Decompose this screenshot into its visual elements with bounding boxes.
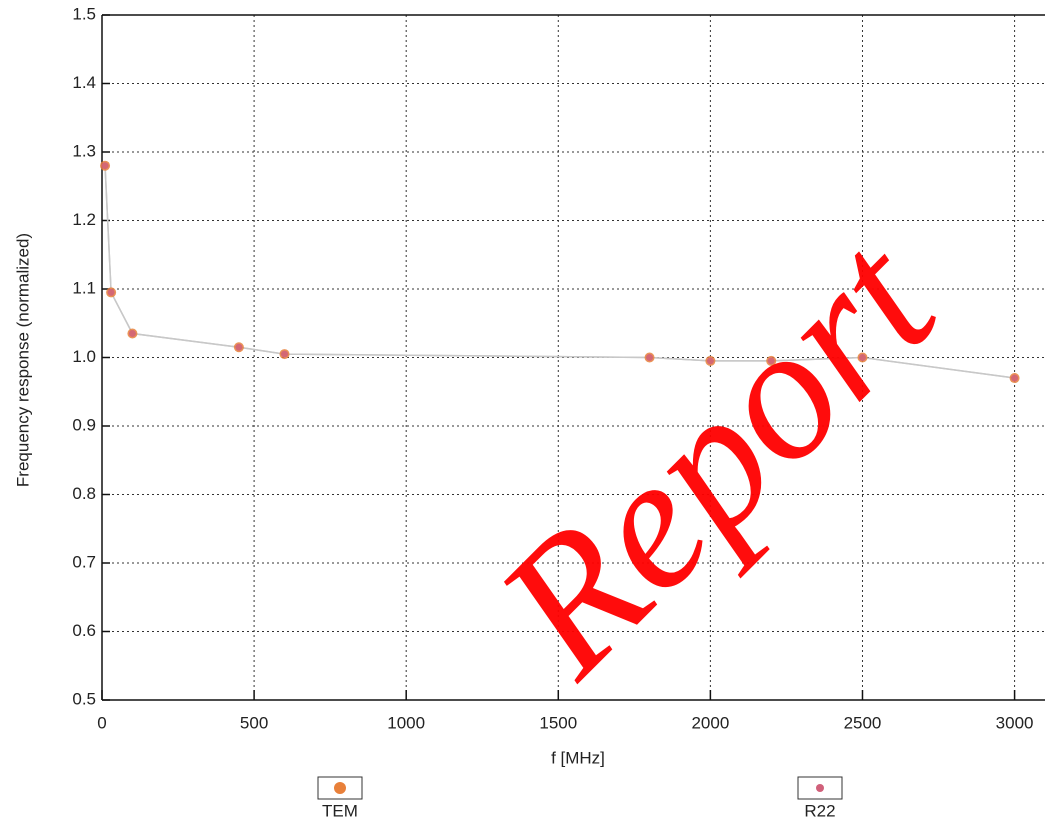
legend-label: R22 — [804, 801, 835, 820]
y-tick-label: 0.7 — [72, 552, 96, 571]
x-tick-label: 3000 — [996, 713, 1034, 732]
data-point — [706, 357, 714, 365]
data-point — [858, 354, 866, 361]
y-axis-label: Frequency response (normalized) — [13, 233, 32, 487]
x-tick-label: 500 — [240, 713, 268, 732]
y-tick-label: 0.5 — [72, 689, 96, 708]
data-point — [128, 330, 136, 338]
data-point — [1011, 374, 1019, 382]
x-tick-label: 2000 — [691, 713, 729, 732]
y-tick-label: 1.5 — [72, 4, 96, 23]
y-tick-label: 1.1 — [72, 278, 96, 297]
data-point — [767, 357, 775, 365]
x-tick-label: 0 — [97, 713, 106, 732]
data-point — [235, 343, 243, 351]
x-tick-label: 1000 — [387, 713, 425, 732]
x-tick-label: 2500 — [844, 713, 882, 732]
data-point — [107, 288, 115, 296]
legend-marker — [334, 782, 346, 794]
series-line — [104, 165, 1015, 379]
y-tick-label: 0.6 — [72, 621, 96, 640]
y-tick-label: 0.8 — [72, 484, 96, 503]
y-tick-label: 1.4 — [72, 73, 96, 92]
y-tick-label: 1.3 — [72, 141, 96, 160]
data-point — [646, 354, 654, 361]
data-point — [281, 350, 289, 358]
y-tick-label: 1.0 — [72, 347, 96, 366]
watermark: Report — [458, 196, 977, 715]
data-point — [101, 162, 109, 170]
x-tick-label: 1500 — [539, 713, 577, 732]
y-tick-label: 0.9 — [72, 415, 96, 434]
x-axis-label: f [MHz] — [551, 748, 605, 767]
legend-marker — [816, 784, 824, 792]
y-tick-label: 1.2 — [72, 210, 96, 229]
legend-label: TEM — [322, 801, 358, 820]
